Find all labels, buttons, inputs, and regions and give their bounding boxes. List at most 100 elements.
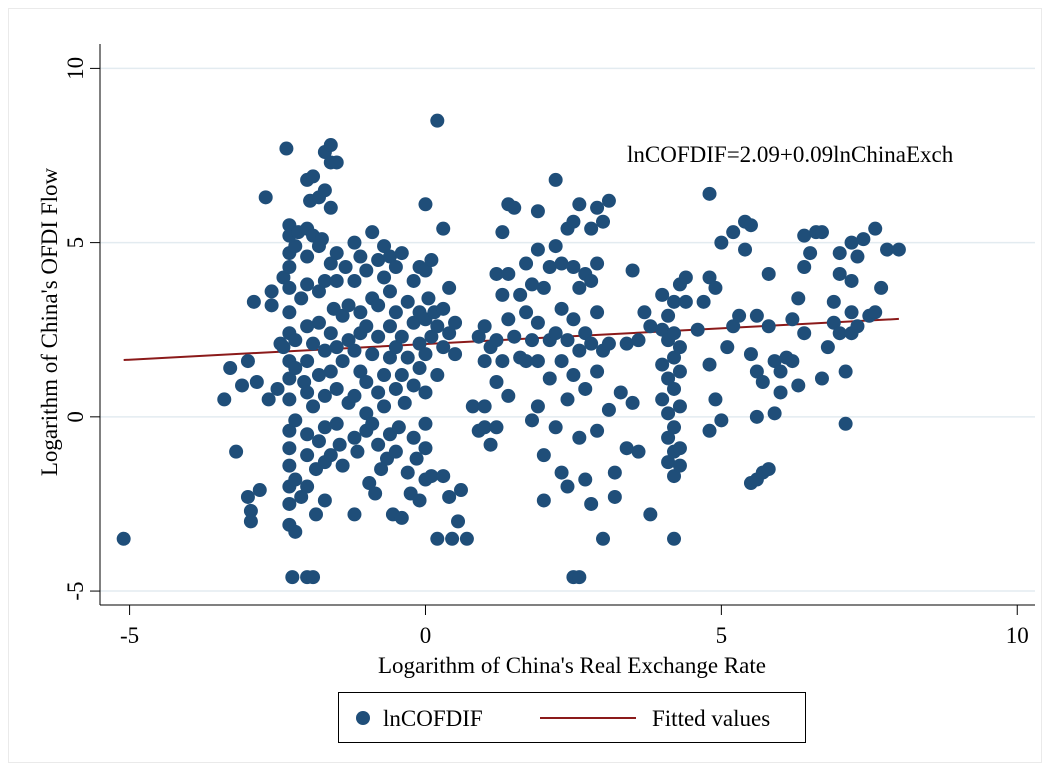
data-point [489,266,504,281]
data-point [353,249,368,264]
data-point [350,444,365,459]
data-point [347,430,362,445]
data-point [524,277,539,292]
data-point [761,462,776,477]
data-point [329,246,344,261]
data-point [359,263,374,278]
data-point [489,420,504,435]
data-point [306,336,321,351]
data-point [430,531,445,546]
data-point [229,444,244,459]
data-point [240,489,255,504]
data-point [738,242,753,257]
data-point [249,374,264,389]
data-point [749,409,764,424]
data-point [572,197,587,212]
data-point [424,329,439,344]
data-point [637,305,652,320]
data-point [323,326,338,341]
data-point [678,270,693,285]
data-point [560,479,575,494]
data-point [365,225,380,240]
data-point [282,305,297,320]
data-point [311,315,326,330]
data-point [548,172,563,187]
data-point [362,476,377,491]
data-point [306,570,321,585]
data-point [720,340,735,355]
data-point [838,364,853,379]
data-point [755,374,770,389]
outer-border [8,8,1042,763]
data-point [844,305,859,320]
data-point [282,496,297,511]
data-point [329,416,344,431]
data-point [288,361,303,376]
data-point [329,155,344,170]
data-point [483,437,498,452]
data-point [261,392,276,407]
data-point [116,531,131,546]
data-point [409,451,424,466]
data-point [288,333,303,348]
data-point [584,496,599,511]
data-point [347,507,362,522]
data-point [276,270,291,285]
data-point [477,420,492,435]
data-point [838,416,853,431]
data-point [655,357,670,372]
data-point [424,469,439,484]
data-point [300,427,315,442]
data-point [584,336,599,351]
data-point [382,249,397,264]
data-point [643,319,658,334]
data-point [323,448,338,463]
legend-label-lnCOFDIF: lnCOFDIF [383,706,483,731]
data-point [264,284,279,299]
data-point [844,235,859,250]
data-point [418,263,433,278]
data-point [524,413,539,428]
data-point [667,326,682,341]
data-point [797,326,812,341]
data-point [631,333,646,348]
data-point [341,298,356,313]
data-point [661,371,676,386]
gridlines [100,67,1035,592]
data-point [548,326,563,341]
data-point [382,350,397,365]
data-point [335,308,350,323]
data-point [430,368,445,383]
data-point [382,319,397,334]
data-point [661,430,676,445]
data-point [282,423,297,438]
data-point [856,232,871,247]
data-point [412,493,427,508]
data-point [418,197,433,212]
data-point [519,354,534,369]
data-point [732,308,747,323]
data-point [347,235,362,250]
data-point [300,448,315,463]
data-point [596,531,611,546]
data-point [317,273,332,288]
data-point [714,413,729,428]
data-point [625,395,640,410]
data-point [672,458,687,473]
data-point [495,225,510,240]
data-point [308,507,323,522]
data-point [311,284,326,299]
data-point [554,465,569,480]
data-point [536,280,551,295]
data-point [578,381,593,396]
data-point [436,469,451,484]
data-point [850,319,865,334]
data-point [317,388,332,403]
data-point [601,193,616,208]
data-point [347,273,362,288]
data-point [471,329,486,344]
data-point [288,413,303,428]
data-point [584,273,599,288]
data-point [353,305,368,320]
data-point [868,305,883,320]
